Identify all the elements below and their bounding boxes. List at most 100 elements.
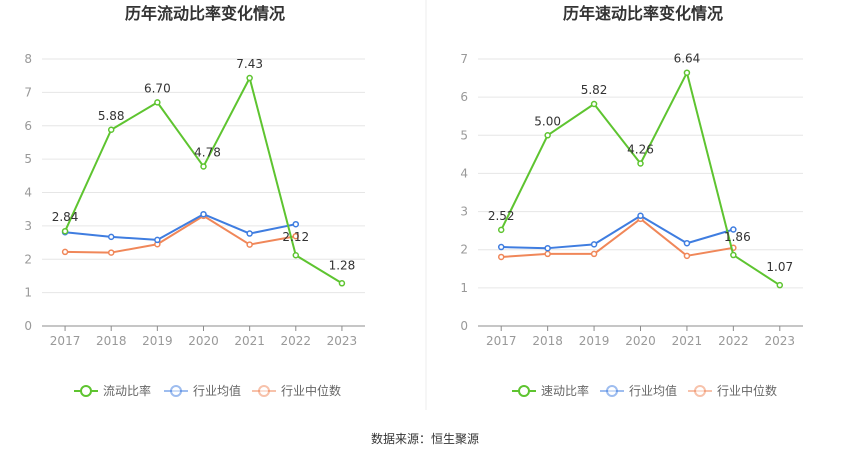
legend-item[interactable]: 行业均值: [164, 383, 241, 398]
x-tick-label: 2019: [142, 334, 173, 348]
data-label: 5.88: [98, 109, 125, 123]
x-tick-label: 2020: [188, 334, 219, 348]
legend-label: 行业均值: [193, 383, 241, 398]
data-point[interactable]: [776, 281, 784, 289]
series-line: [64, 213, 296, 241]
data-point[interactable]: [590, 250, 598, 258]
x-tick-label: 2022: [281, 334, 312, 348]
data-label: 2.84: [52, 210, 79, 224]
data-point[interactable]: [200, 210, 207, 218]
data-point[interactable]: [154, 236, 161, 244]
current-ratio-chart: 历年流动比率变化情况 0 1 2 3 4 5 6 7 8 2017 2018 2019 2020 2021 2…: [24, 4, 365, 398]
legend-marker: [694, 385, 706, 397]
source-note: 数据来源：恒生聚源: [371, 431, 479, 446]
y-tick-label: 8: [24, 52, 32, 66]
chart-title: 历年流动比率变化情况: [125, 4, 285, 23]
data-point[interactable]: [497, 243, 505, 251]
data-point[interactable]: [61, 227, 69, 235]
y-tick-label: 0: [460, 319, 468, 333]
quick-ratio-chart: 历年速动比率变化情况 0 1 2 3 4 5 6 7 2017 2018 2019 2020 2021 20…: [460, 4, 803, 398]
y-tick-label: 1: [460, 281, 468, 295]
y-tick-label: 4: [460, 166, 468, 180]
data-point[interactable]: [544, 244, 551, 252]
x-tick-label: 2017: [50, 334, 81, 348]
y-tick-label: 4: [24, 186, 32, 200]
data-point[interactable]: [497, 253, 505, 261]
data-label: 6.64: [674, 52, 701, 66]
data-point[interactable]: [544, 250, 551, 258]
data-label: 1.86: [724, 230, 751, 244]
legend-item[interactable]: 速动比率: [512, 383, 589, 398]
data-label: 1.07: [766, 260, 793, 274]
legend-marker: [518, 385, 530, 397]
y-tick-label: 7: [460, 52, 468, 66]
data-point[interactable]: [200, 163, 207, 170]
data-point[interactable]: [683, 239, 691, 247]
x-tick-label: 2021: [672, 334, 703, 348]
data-label: 4.78: [194, 145, 221, 159]
series-line: [65, 214, 296, 254]
y-tick-label: 3: [460, 205, 468, 219]
data-point[interactable]: [338, 280, 346, 287]
y-tick-label: 3: [24, 219, 32, 233]
data-label: 5.00: [534, 114, 561, 128]
y-tick-label: 2: [24, 252, 32, 266]
x-tick-label: 2021: [234, 334, 265, 348]
y-tick-label: 5: [24, 152, 32, 166]
data-point[interactable]: [544, 132, 551, 139]
data-label: 1.28: [329, 258, 356, 272]
y-tick-label: 6: [24, 119, 32, 133]
legend-item[interactable]: 行业均值: [600, 383, 677, 398]
y-tick-label: 5: [460, 128, 468, 142]
data-point[interactable]: [107, 233, 115, 241]
data-point[interactable]: [497, 226, 505, 234]
y-tick-label: 6: [460, 90, 468, 104]
data-point[interactable]: [61, 248, 69, 256]
data-point[interactable]: [107, 126, 115, 134]
x-tick-label: 2022: [718, 334, 749, 348]
data-point[interactable]: [637, 212, 644, 220]
data-point[interactable]: [292, 232, 300, 240]
data-point[interactable]: [730, 251, 737, 259]
y-tick-label: 1: [24, 286, 32, 300]
legend-item[interactable]: 行业中位数: [688, 383, 777, 398]
legend-marker: [170, 385, 182, 397]
legend-marker: [80, 385, 92, 397]
y-tick-label: 7: [24, 85, 32, 99]
x-tick-label: 2017: [486, 334, 517, 348]
legend-marker: [258, 385, 270, 397]
data-point[interactable]: [246, 230, 253, 237]
data-point[interactable]: [107, 249, 115, 256]
series-line: [501, 217, 734, 258]
legend-item[interactable]: 流动比率: [74, 383, 151, 398]
series-line: [501, 214, 734, 250]
data-label: 6.70: [144, 81, 171, 95]
data-point[interactable]: [683, 252, 691, 260]
legend-marker: [606, 385, 618, 397]
data-point[interactable]: [154, 99, 161, 106]
data-label: 4.26: [627, 143, 654, 157]
data-point[interactable]: [246, 241, 253, 248]
legend-label: 流动比率: [103, 383, 151, 398]
x-tick-label: 2023: [765, 334, 796, 348]
data-point[interactable]: [730, 226, 737, 233]
data-point[interactable]: [246, 74, 253, 82]
y-tick-label: 0: [24, 319, 32, 333]
y-tick-label: 2: [460, 243, 468, 257]
data-point[interactable]: [292, 220, 300, 228]
data-label: 2.52: [488, 209, 515, 223]
data-label: 5.82: [581, 83, 608, 97]
legend-label: 速动比率: [541, 383, 589, 398]
data-point[interactable]: [637, 160, 644, 167]
data-point[interactable]: [590, 100, 598, 108]
legend-item[interactable]: 行业中位数: [252, 383, 341, 398]
data-point[interactable]: [590, 241, 598, 248]
data-point[interactable]: [683, 69, 691, 76]
legend-label: 行业中位数: [717, 383, 777, 398]
legend-label: 行业均值: [629, 383, 677, 398]
x-tick-label: 2019: [579, 334, 610, 348]
data-label: 2.12: [282, 230, 309, 244]
chart-title: 历年速动比率变化情况: [563, 4, 723, 23]
data-point[interactable]: [292, 251, 300, 259]
